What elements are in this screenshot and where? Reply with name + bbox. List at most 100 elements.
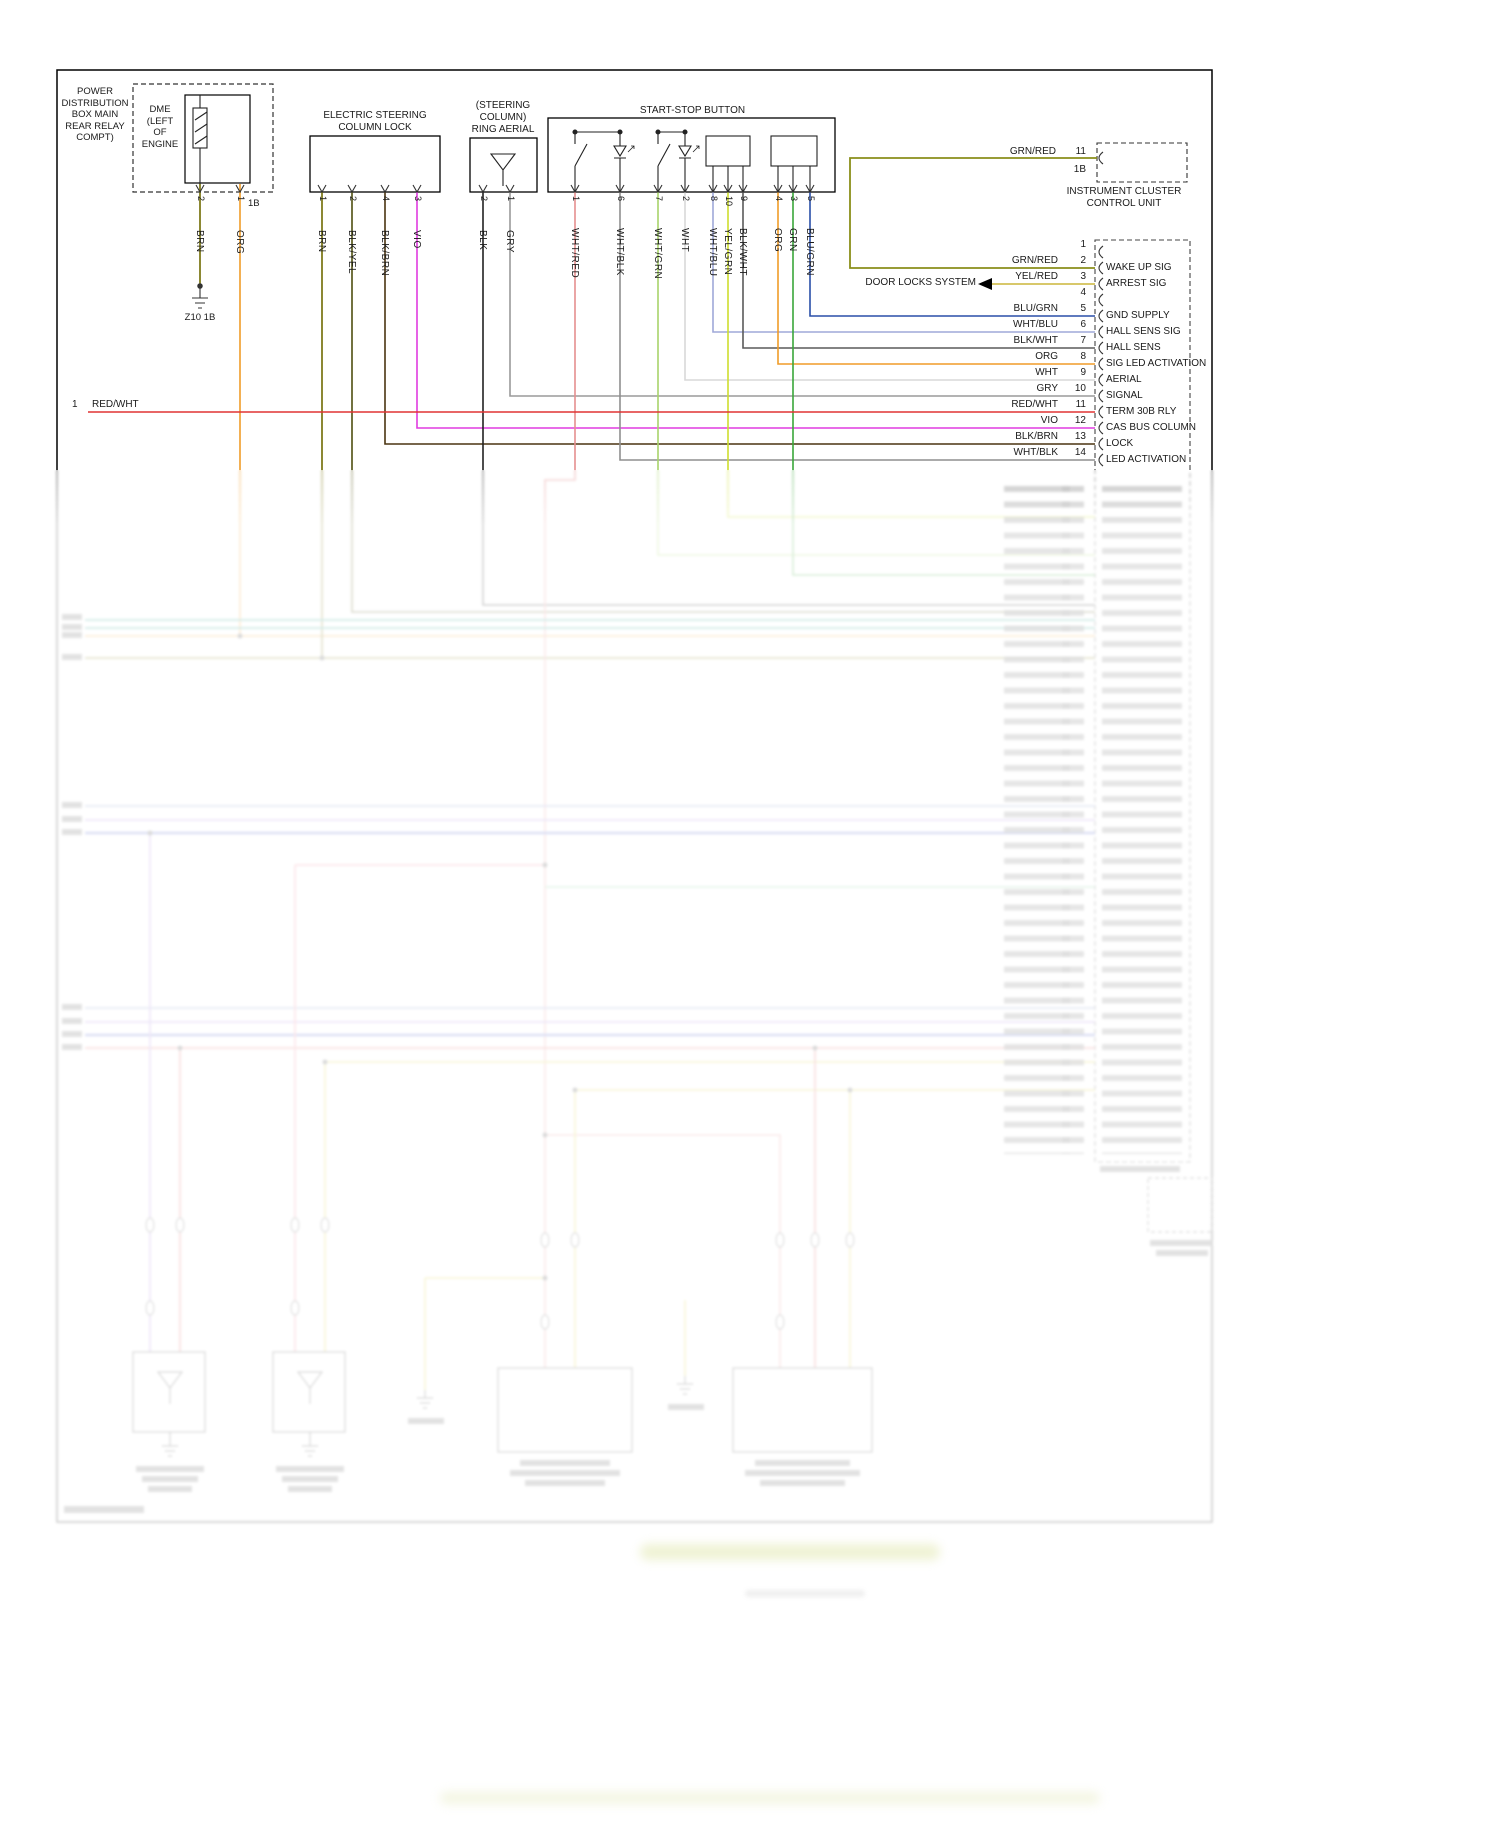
connector-pin: 2	[1080, 255, 1086, 266]
button-pin: 9	[739, 196, 749, 202]
connector-label: LOCK	[1106, 438, 1134, 449]
wire-label: WHT/GRN	[652, 228, 663, 280]
connector-pin: 9	[1080, 367, 1086, 378]
faded-text	[148, 1486, 192, 1492]
door-locks-label: DOOR LOCKS SYSTEM	[865, 277, 976, 288]
wire-label: GRN	[787, 228, 798, 252]
faded-text	[62, 654, 82, 660]
watermark-smudge	[745, 1590, 865, 1597]
wire-label: WHT/RED	[569, 228, 580, 279]
connector-label: CAS BUS COLUMN	[1106, 422, 1197, 433]
wire-label: GRY	[504, 230, 515, 253]
button-pin: 10	[724, 196, 734, 207]
button-pin: 5	[806, 196, 816, 202]
steering-lock-box	[309, 135, 441, 193]
button-pin: 6	[616, 196, 626, 202]
connector-pin: 7	[1080, 335, 1086, 346]
connector-wire: BLK/BRN	[1015, 431, 1058, 442]
connector-wire: BLU/GRN	[1013, 303, 1058, 314]
connector-pin: 4	[1080, 287, 1086, 298]
power-box-outline	[132, 83, 274, 193]
wire-label: WHT/BLU	[707, 228, 718, 277]
c luster-note: 1B	[1073, 164, 1086, 175]
button-block-legs	[712, 166, 811, 192]
faded-text	[62, 632, 82, 638]
connector-pin: 12	[1074, 415, 1086, 426]
faded-text	[62, 614, 82, 620]
instrument-cluster-title: INSTRUMENT CLUSTER CONTROL UNIT	[1066, 186, 1182, 209]
antenna-icon	[489, 153, 517, 186]
connector-wire: YEL/RED	[1015, 271, 1058, 282]
faded-text	[276, 1466, 344, 1472]
switch-icon	[574, 131, 686, 192]
start-stop-title: START-STOP BUTTON	[639, 105, 746, 116]
connector-wire: WHT/BLU	[1013, 319, 1058, 330]
ring-aerial-box	[469, 137, 538, 193]
faded-text	[755, 1460, 850, 1466]
faded-text	[1150, 1240, 1212, 1246]
faded-text	[1156, 1250, 1208, 1256]
wire-label: WHT	[679, 228, 690, 253]
dme-label: DME (LEFT OF ENGINE	[141, 104, 179, 150]
wire-label: WHT/BLK	[614, 228, 625, 276]
faded-text	[510, 1470, 620, 1476]
wire-label-org: ORG	[234, 230, 245, 255]
connector-wire: ORG	[1035, 351, 1058, 362]
wire-label: VIO	[411, 230, 422, 249]
power-pin-1: 1	[236, 196, 246, 202]
wire-wht	[684, 192, 1095, 381]
button-pin: 4	[774, 196, 784, 202]
feed-pin: 1	[72, 399, 78, 410]
faded-row-text	[1004, 486, 1070, 1154]
cluster-pin: 11	[1075, 146, 1086, 157]
diode-icon	[613, 145, 692, 159]
connector-pin: 8	[1080, 351, 1086, 362]
connector-wire: WHT	[1035, 367, 1058, 378]
faded-text	[745, 1470, 860, 1476]
connector-label: HALL SENS	[1106, 342, 1161, 353]
connector-wire: BLK/WHT	[1013, 335, 1058, 346]
wire-wht-red	[544, 192, 576, 1368]
wire-wht-blk	[619, 192, 1095, 461]
wire-gry	[509, 192, 1095, 397]
button-pin: 1	[571, 196, 581, 202]
button-block-icon	[705, 135, 751, 167]
connector-label: SIG LED ACTIVATION	[1106, 358, 1207, 369]
connector-pin: 11	[1075, 399, 1086, 410]
wire-blk-wht	[742, 192, 1095, 349]
junction-dot	[617, 129, 623, 135]
wire-org-button	[777, 192, 1095, 365]
wire-label: BLK/WHT	[737, 228, 748, 276]
wire-label: ORG	[772, 228, 783, 253]
connector-pin: 13	[1074, 431, 1086, 442]
component-symbols	[192, 95, 818, 192]
connector-wire: GRN/RED	[1011, 255, 1058, 266]
ground-symbol	[417, 1390, 433, 1409]
faded-text	[62, 1031, 82, 1037]
feed-wire-label: RED/WHT	[92, 399, 139, 410]
faded-text	[62, 1004, 82, 1010]
connector-pin: 14	[1074, 447, 1086, 458]
connector-label: SIGNAL	[1106, 390, 1143, 401]
faded-text	[525, 1480, 605, 1486]
lock-pin: 1	[318, 196, 328, 202]
power-box-label: POWER DISTRIBUTION BOX MAIN REAR RELAY C…	[61, 86, 129, 143]
power-pin-2: 2	[196, 196, 206, 202]
button-block-icon	[770, 135, 818, 167]
ring-aerial-title: (STEERING COLUMN) RING AERIAL	[471, 100, 535, 135]
connector-pin: 6	[1080, 319, 1086, 330]
wire-wht-red-branch	[545, 1134, 781, 1368]
faded-row-labels	[1102, 486, 1182, 1154]
connector-pin: 10	[1074, 383, 1086, 394]
connector-label: AERIAL	[1106, 374, 1142, 385]
faded-row-pins	[1062, 486, 1084, 1154]
aerial-pin: 2	[479, 196, 489, 202]
wire-vio	[416, 192, 1095, 429]
lock-pin: 4	[381, 196, 391, 202]
instrument-cluster-box	[1096, 142, 1188, 183]
power-pin-note: 1B	[248, 198, 260, 209]
button-pin: 2	[681, 196, 691, 202]
wire-grn-red	[849, 157, 1097, 269]
lock-pin: 2	[348, 196, 358, 202]
led-arrows-icon	[627, 145, 700, 153]
